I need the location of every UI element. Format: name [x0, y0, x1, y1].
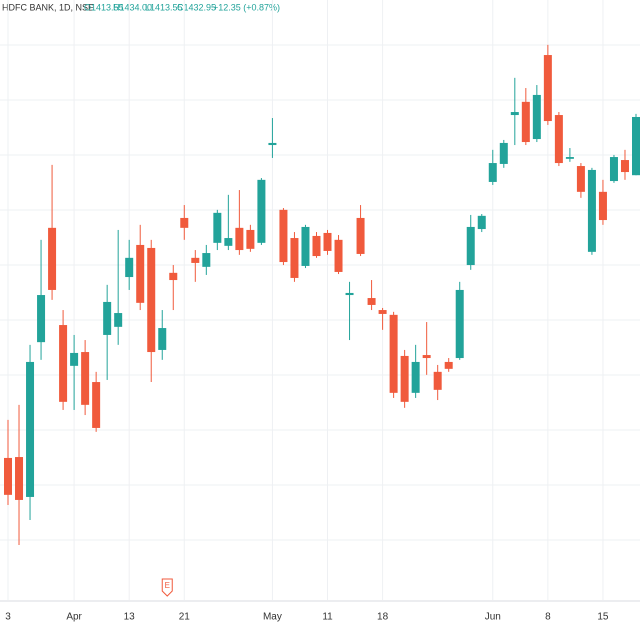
candle-body	[92, 382, 101, 428]
candle-body	[334, 239, 343, 272]
candle-body	[180, 217, 189, 228]
candle-body	[268, 142, 277, 146]
ohlc-low: L1413.55	[145, 2, 183, 12]
candle-body	[455, 289, 464, 359]
candle-body	[323, 232, 332, 251]
candle-body	[345, 292, 354, 296]
candle-body	[510, 112, 519, 116]
candle-body	[191, 257, 200, 263]
x-tick-label: 11	[322, 612, 333, 623]
candle-body	[609, 157, 618, 182]
candle-body	[4, 457, 12, 495]
candle-body	[70, 352, 79, 366]
candle-body	[136, 244, 145, 303]
ohlc-open: O1413.55	[84, 2, 124, 12]
candle-body	[565, 157, 574, 159]
candle-body	[114, 313, 123, 327]
candle-body	[312, 235, 321, 257]
x-tick-label: 21	[179, 612, 191, 623]
candle-body	[158, 328, 167, 350]
candle-body	[81, 352, 90, 405]
candle-body	[632, 116, 640, 176]
earnings-marker	[161, 578, 173, 597]
candle-body	[488, 163, 497, 182]
symbol: HDFC BANK, 1D, NSE	[2, 2, 94, 12]
candle-body	[224, 238, 233, 246]
candle-body	[257, 179, 266, 243]
candle-body	[279, 209, 288, 263]
candle-body	[554, 115, 563, 164]
candle-body	[213, 212, 222, 243]
candle-body	[499, 142, 508, 164]
candle-body	[433, 371, 442, 390]
candle-body	[301, 226, 310, 266]
ohlc-close: C1432.95	[177, 2, 216, 12]
candle-body	[598, 191, 607, 221]
candle-body	[103, 301, 112, 335]
x-tick-label: 13	[124, 612, 136, 623]
candle-body	[444, 361, 453, 369]
candle-body	[48, 227, 57, 290]
x-tick-label: 8	[545, 612, 551, 623]
candle-body	[543, 55, 552, 122]
candle-body	[125, 257, 134, 278]
ohlc-change: +12.35 (+0.87%)	[213, 2, 280, 12]
x-tick-label: 15	[597, 612, 609, 623]
candle-body	[532, 94, 541, 140]
candle-body	[235, 227, 244, 251]
candle-body	[620, 160, 629, 173]
candle-body	[587, 169, 596, 252]
candle-body	[400, 355, 409, 402]
candle-body	[367, 298, 376, 305]
candle-body	[290, 238, 299, 278]
earnings-label: E	[165, 581, 170, 590]
x-tick-label: May	[263, 612, 282, 623]
x-tick-label: 18	[377, 612, 389, 623]
candle-body	[422, 355, 431, 359]
candle-body	[59, 325, 68, 402]
candle-body	[477, 215, 486, 230]
candle-body	[411, 361, 420, 393]
candle-body	[246, 229, 255, 249]
candle-body	[389, 314, 398, 393]
candle-body	[37, 295, 46, 343]
x-tick-label: 3	[5, 612, 11, 623]
candle-body	[466, 226, 475, 266]
candle-body	[356, 217, 365, 254]
ohlc-high: H1434.00	[113, 2, 152, 12]
candle-body	[169, 272, 178, 281]
candle-body	[202, 253, 211, 267]
candle-body	[521, 101, 530, 143]
x-tick-label: Apr	[66, 612, 82, 623]
candle-body	[26, 361, 35, 497]
candle-body	[15, 457, 24, 500]
candle-body	[147, 247, 156, 353]
x-tick-label: Jun	[485, 612, 501, 623]
candle-body	[378, 310, 387, 314]
candle-body	[576, 166, 585, 192]
